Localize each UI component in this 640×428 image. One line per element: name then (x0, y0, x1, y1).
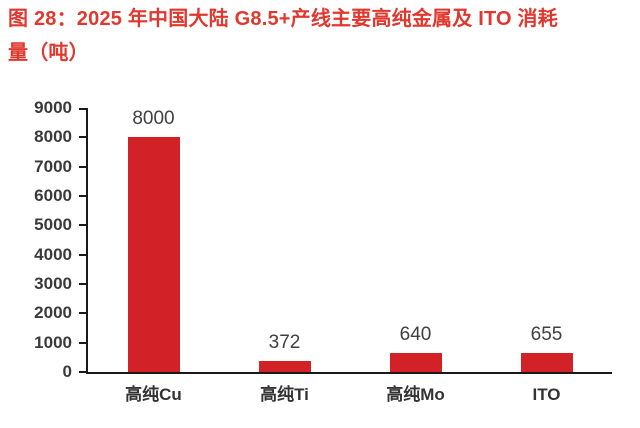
y-axis-tick-label: 8000 (34, 127, 72, 146)
y-axis-tick (79, 166, 88, 168)
bar (390, 353, 442, 372)
figure-title-line1: 图 28：2025 年中国大陆 G8.5+产线主要高纯金属及 ITO 消耗 (8, 8, 558, 30)
y-axis-tick-label: 6000 (34, 186, 72, 205)
bar (128, 137, 180, 372)
y-axis-tick (79, 283, 88, 285)
y-axis-tick (79, 254, 88, 256)
y-axis-tick-label: 1000 (34, 333, 72, 352)
y-axis-tick-label: 7000 (34, 157, 72, 176)
category-label: 高纯Cu (125, 385, 182, 404)
y-axis-tick (79, 371, 88, 373)
category-label: ITO (532, 385, 561, 404)
y-axis-tick-label: 0 (62, 362, 72, 381)
y-axis-tick (79, 312, 88, 314)
bar (259, 361, 311, 372)
category-label: 高纯Mo (386, 385, 445, 404)
y-axis-tick-label: 2000 (34, 303, 72, 322)
bar-value-label: 655 (530, 324, 563, 345)
bar-value-label: 8000 (132, 108, 175, 129)
y-axis-tick-label: 4000 (34, 245, 72, 264)
category-label: 高纯Ti (260, 385, 309, 404)
bar-value-label: 372 (268, 332, 301, 353)
figure-title: 图 28：2025 年中国大陆 G8.5+产线主要高纯金属及 ITO 消耗 量（… (8, 2, 636, 70)
figure-title-line2: 量（吨） (8, 42, 89, 64)
bar (521, 353, 573, 372)
y-axis-tick (79, 342, 88, 344)
y-axis-tick-label: 3000 (34, 274, 72, 293)
y-axis-tick (79, 195, 88, 197)
bar-chart: 0 1000 2000 3000 4000 5000 6000 7000 8000 9000 800… (34, 98, 612, 404)
y-axis-tick (79, 136, 88, 138)
y-axis-tick (79, 108, 88, 110)
y-axis-tick-label: 9000 (34, 98, 72, 117)
y-axis-tick-label: 5000 (34, 215, 72, 234)
y-axis-tick (79, 224, 88, 226)
bar-value-label: 640 (399, 324, 432, 345)
